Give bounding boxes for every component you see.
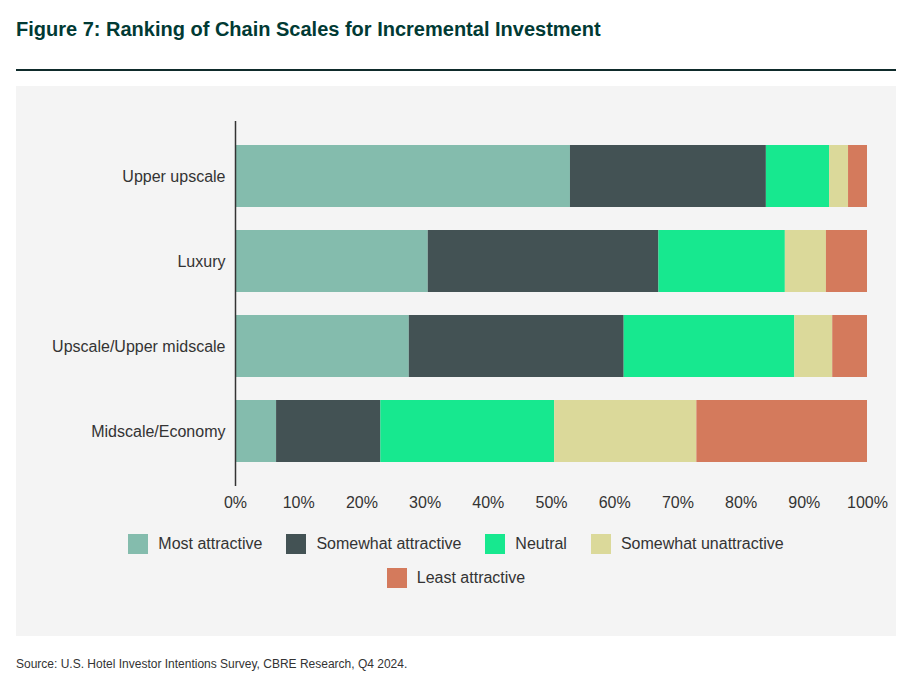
svg-text:80%: 80% [725, 494, 757, 511]
html-text:Somewhat unattractive: Somewhat unattractive [620, 535, 784, 552]
html-text:Source: U.S. Hotel Investor In: Source: U.S. Hotel Investor Intentions S… [16, 657, 408, 671]
svg-text:20%: 20% [346, 494, 378, 511]
svg-text:Luxury: Luxury [177, 253, 225, 270]
svg-text:50%: 50% [535, 494, 567, 511]
svg-text:Midscale/Economy: Midscale/Economy [91, 423, 225, 440]
svg-text:60%: 60% [599, 494, 631, 511]
svg-text:90%: 90% [788, 494, 820, 511]
svg-text:70%: 70% [662, 494, 694, 511]
svg-text:100%: 100% [847, 494, 888, 511]
html-text:Most attractive: Most attractive [158, 535, 263, 552]
svg-text:30%: 30% [409, 494, 441, 511]
html-text:Somewhat attractive: Somewhat attractive [316, 535, 462, 552]
svg-text:Upper upscale: Upper upscale [122, 168, 225, 185]
svg-text:Upscale/Upper midscale: Upscale/Upper midscale [52, 338, 226, 355]
html-text:Figure 7: Ranking of Chain Sca: Figure 7: Ranking of Chain Scales for In… [16, 18, 601, 40]
html-text:Least attractive: Least attractive [416, 569, 526, 586]
svg-text:10%: 10% [283, 494, 315, 511]
svg-text:0%: 0% [224, 494, 247, 511]
svg-text:40%: 40% [472, 494, 504, 511]
html-text:Neutral: Neutral [515, 535, 567, 552]
